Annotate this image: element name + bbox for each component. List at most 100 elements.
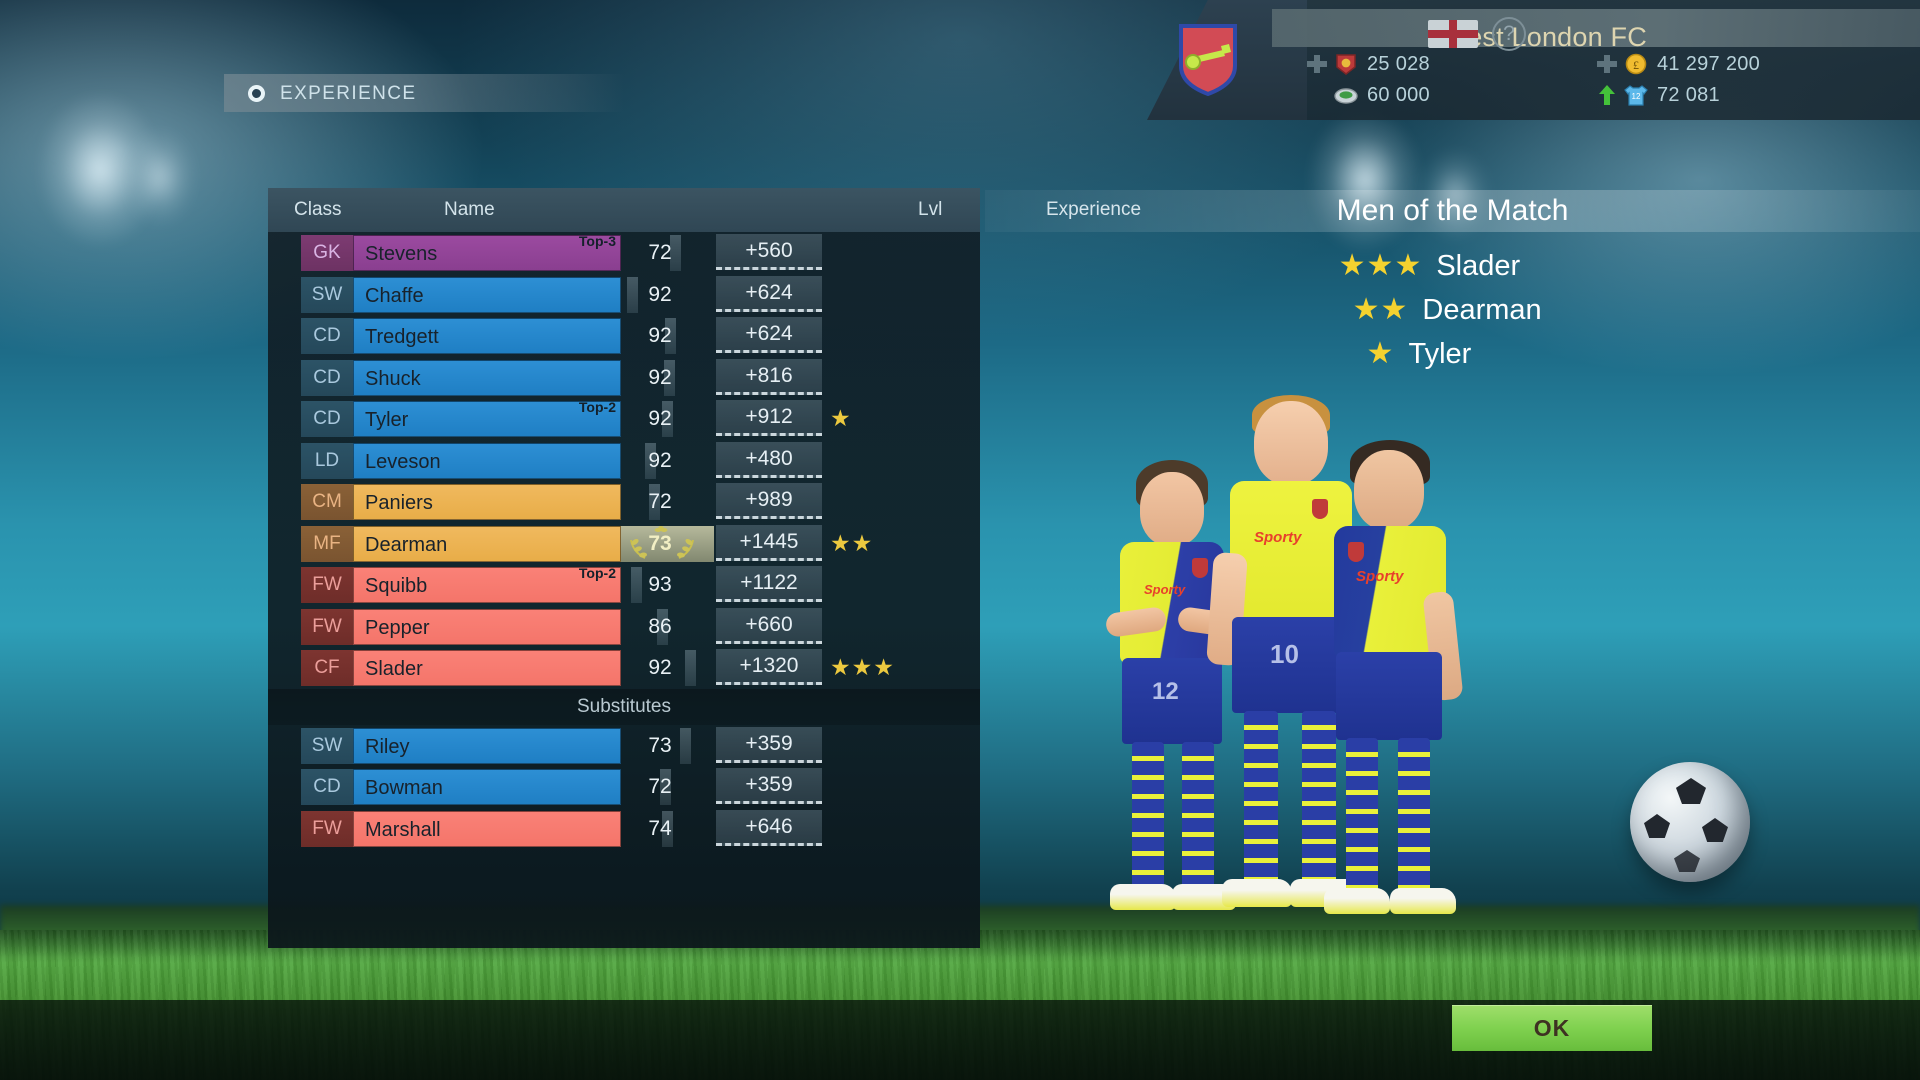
row-level-cell: 92 [621,276,714,313]
row-name-cell[interactable]: Riley [353,727,621,764]
table-row[interactable]: GK Stevens Top-3 72 +560 [268,232,980,274]
player-level: 72 [648,775,672,798]
substitutes-label: Substitutes [577,695,671,717]
row-class-badge: CD [301,318,353,354]
row-level-cell: 92 [621,318,714,354]
club-stat-value: 41 297 200 [1657,52,1761,75]
experience-gain: +989 [745,488,793,511]
top-rank-badge: Top-3 [578,233,616,249]
club-stat-stadium: 60 000 [1305,83,1595,107]
club-stat-value: 60 000 [1367,83,1430,106]
row-name-cell[interactable]: Leveson [353,442,621,479]
level-up-wreath-icon [630,525,694,559]
level-progress-bar [656,608,668,645]
row-name-cell[interactable]: Marshall [353,810,621,847]
row-name-cell[interactable]: Tyler Top-2 [353,399,621,437]
club-crest-cannon-icon [1179,24,1237,96]
table-row[interactable]: SW Chaffe 92 +624 [268,274,980,316]
row-name-cell[interactable]: Slader [353,650,621,686]
floodlight-glow [125,130,195,225]
motm-player-name: Dearman [1422,293,1542,326]
row-name-cell[interactable]: Stevens Top-3 [353,233,621,271]
help-icon[interactable]: ? [1492,17,1526,51]
player-name: Marshall [365,818,441,841]
level-progress-bar [665,318,677,354]
plus-icon[interactable] [1305,53,1329,75]
tab-experience[interactable]: EXPERIENCE [224,74,624,112]
player-name: Bowman [365,777,443,799]
table-row[interactable]: LD Leveson 92 +480 [268,440,980,482]
motm-entry: ★★ Dearman [985,288,1920,332]
row-level-cell: 73 [621,727,714,764]
row-class-badge: CD [301,359,353,396]
player-level: 92 [648,448,672,472]
table-row[interactable]: MF Dearman 73 +1445 ★★ [268,523,980,565]
club-stats: 25 028 £ 41 297 200 60 000 [1305,52,1905,114]
row-level-cell: 72 [621,484,714,520]
plus-icon[interactable] [1595,53,1619,75]
club-stat-value: 72 081 [1657,83,1720,106]
row-experience-cell: +989 [716,483,822,519]
row-class-badge: SW [301,276,353,313]
level-progress-bar [648,484,660,520]
row-name-cell[interactable]: Chaffe [353,276,621,313]
coin-icon: £ [1625,53,1647,75]
ok-button[interactable]: OK [1452,1005,1652,1051]
player-level: 74 [648,816,672,840]
table-row[interactable]: FW Marshall 74 +646 [268,808,980,850]
motm-title-strip: Men of the Match [985,190,1920,232]
column-header-lvl: Lvl [918,199,943,220]
table-row[interactable]: CD Tyler Top-2 92 +912 ★ [268,398,980,440]
row-experience-cell: +660 [716,607,822,644]
player-level: 72 [648,241,672,264]
player-figure-center: Sporty 10 [1206,395,1378,980]
row-name-cell[interactable]: Pepper [353,608,621,645]
row-name-cell[interactable]: Dearman [353,525,621,562]
experience-gain: +912 [745,405,793,428]
table-row[interactable]: FW Pepper 86 +660 [268,606,980,648]
table-row[interactable]: CF Slader 92 +1320 ★★★ [268,647,980,689]
level-progress-bar [662,401,674,437]
experience-gain: +359 [745,773,793,796]
experience-gain: +1445 [739,529,799,553]
row-match-stars: ★★★ [830,654,895,680]
table-row[interactable]: CM Paniers 72 +989 [268,481,980,523]
player-level: 92 [648,407,672,430]
experience-gain: +624 [745,280,793,304]
row-name-cell[interactable]: Squibb Top-2 [353,565,621,603]
table-row[interactable]: CD Shuck 92 +816 [268,357,980,399]
row-class-badge: MF [301,525,353,562]
row-class-badge: FW [301,810,353,847]
row-match-stars: ★★ [830,529,874,556]
row-level-cell: 72 [621,235,714,271]
table-row[interactable]: FW Squibb Top-2 93 +1122 [268,564,980,606]
row-name-cell[interactable]: Bowman [353,769,621,805]
player-name: Paniers [365,492,433,514]
row-class-badge: SW [301,727,353,764]
level-progress-bar [662,810,674,847]
fans-flag-icon [1336,54,1356,75]
table-row[interactable]: CD Bowman 72 +359 [268,766,980,808]
row-level-cell: 92 [621,442,714,479]
player-name: Pepper [365,616,430,639]
row-name-cell[interactable]: Shuck [353,359,621,396]
motm-list: ★★★ Slader ★★ Dearman ★ Tyler [985,244,1920,376]
club-stat-supporters: 12 72 081 [1595,83,1885,107]
table-row[interactable]: CD Tredgett 92 +624 [268,315,980,357]
row-class-badge: CM [301,484,353,520]
player-name: Slader [365,658,423,680]
table-row[interactable]: SW Riley 73 +359 [268,725,980,767]
level-progress-bar [680,727,692,764]
row-level-cell: 72 [621,769,714,805]
experience-gain: +359 [745,731,793,755]
row-experience-cell: +480 [716,441,822,478]
player-name: Chaffe [365,284,424,307]
row-experience-cell: +1320 [716,649,822,685]
player-name: Riley [365,735,410,758]
row-name-cell[interactable]: Tredgett [353,318,621,354]
row-name-cell[interactable]: Paniers [353,484,621,520]
top-rank-badge: Top-2 [578,565,616,581]
table-rows: GK Stevens Top-3 72 +560 SW Chaffe 92 +6… [268,232,980,849]
row-level-cell: 92 [621,650,714,686]
row-class-badge: LD [301,442,353,479]
